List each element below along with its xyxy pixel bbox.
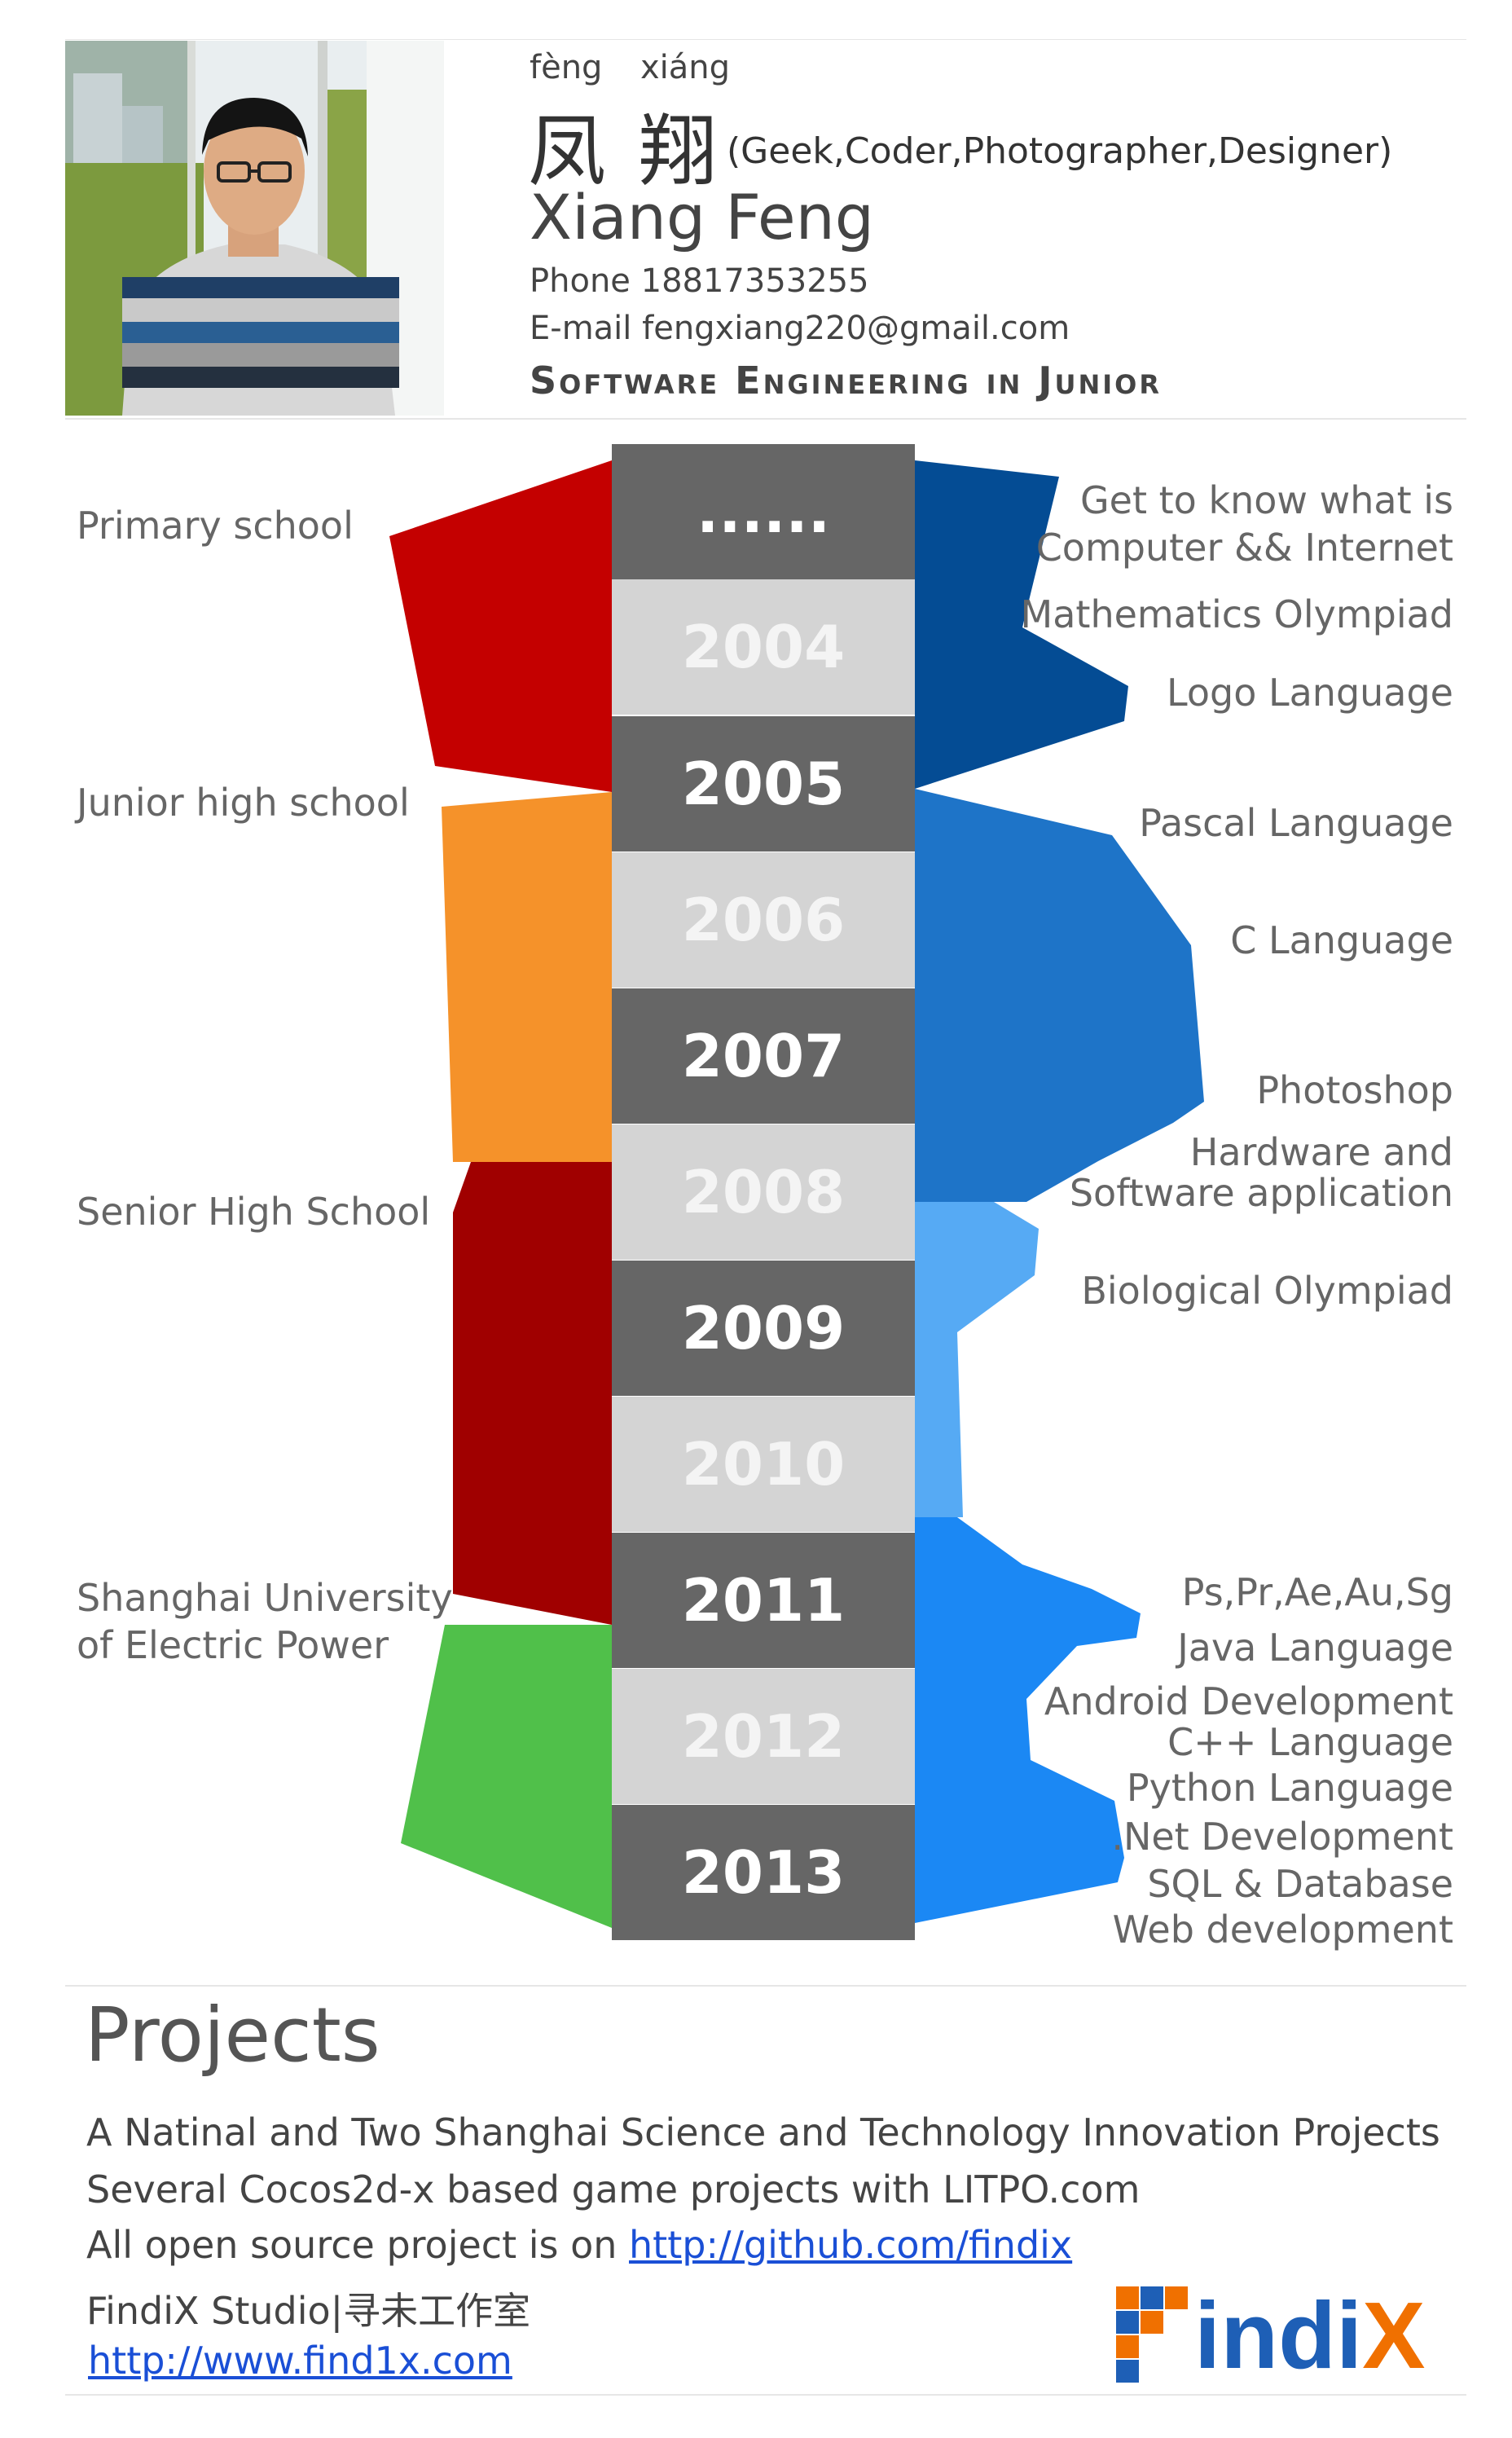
skill-text: C Language (1230, 918, 1453, 962)
stage-label-university-2: of Electric Power (77, 1623, 389, 1667)
skill-band-2 (915, 1202, 1039, 1517)
stage-label-senior: Senior High School (77, 1190, 431, 1234)
timeline-graphic (389, 460, 1204, 1928)
skill-text: Logo Language (1167, 671, 1453, 715)
project-line-1: A Natinal and Two Shanghai Science and T… (86, 2110, 1440, 2154)
year-cell: 2006 (612, 852, 915, 988)
email-text[interactable]: E-mail fengxiang220@gmail.com (530, 310, 1070, 347)
year-cell: 2012 (612, 1669, 915, 1804)
year-cell: 2011 (612, 1533, 915, 1668)
studio-name: FindiX Studio|寻未工作室 (86, 2289, 531, 2333)
skill-text: Ps,Pr,Ae,Au,Sg (1181, 1570, 1453, 1614)
studio-link[interactable]: http://www.find1x.com (88, 2339, 512, 2383)
project-line-3: All open source project is on http://git… (86, 2223, 1072, 2267)
stage-label-primary: Primary school (77, 504, 354, 548)
english-name: Xiang Feng (530, 181, 875, 253)
year-cell: 2010 (612, 1397, 915, 1532)
skill-text: SQL & Database (1147, 1862, 1453, 1906)
skill-text: .Net Development (1111, 1815, 1453, 1859)
skill-text: Get to know what is (1080, 478, 1453, 522)
stage-band-university (401, 1625, 612, 1928)
roles-text: (Geek,Coder,Photographer,Designer) (727, 130, 1393, 172)
skill-band-1 (915, 789, 1204, 1202)
skill-text: Software application (1069, 1171, 1453, 1215)
skill-text: Mathematics Olympiad (1020, 592, 1453, 636)
pinyin-feng: fèng (530, 49, 603, 86)
phone-text: Phone 18817353255 (530, 262, 869, 300)
skill-text: Python Language (1126, 1766, 1453, 1810)
projects-title: Projects (85, 1991, 380, 2079)
year-cell: 2004 (612, 579, 915, 715)
year-cell: 2008 (612, 1124, 915, 1260)
year-cell: 2009 (612, 1261, 915, 1396)
findix-logo: indiX (1116, 2280, 1475, 2394)
findix-logo-text: indiX (1194, 2282, 1426, 2388)
skill-text: Biological Olympiad (1081, 1269, 1453, 1313)
skill-text: Computer && Internet (1035, 526, 1453, 570)
major-text: Software Engineering in Junior (530, 359, 1162, 403)
stage-band-primary (389, 460, 612, 792)
stage-band-senior (453, 1162, 612, 1625)
skill-band-3 (915, 1517, 1141, 1923)
year-cell: 2007 (612, 988, 915, 1124)
year-cell: 2005 (612, 716, 915, 852)
pinyin-xiang: xiáng (640, 49, 731, 86)
skill-text: Hardware and (1189, 1130, 1453, 1174)
stage-label-junior: Junior high school (77, 781, 410, 825)
skill-band-0 (915, 460, 1128, 789)
skill-text: Web development (1112, 1908, 1453, 1952)
skill-text: Android Development (1044, 1679, 1453, 1723)
profile-photo (65, 41, 444, 416)
year-cell: 2013 (612, 1805, 915, 1940)
stage-band-junior (442, 792, 612, 1162)
skill-text: Pascal Language (1139, 801, 1453, 845)
profile-header (65, 39, 1466, 420)
skill-text: Java Language (1177, 1626, 1453, 1670)
projects-section (65, 1985, 1466, 2396)
skill-text: C++ Language (1167, 1720, 1453, 1764)
project-line-2: Several Cocos2d-x based game projects wi… (86, 2167, 1141, 2211)
chinese-name: 凤翔 (528, 106, 749, 197)
project-line-3-prefix: All open source project is on (86, 2223, 630, 2267)
year-cell: ...... (612, 444, 915, 579)
github-link[interactable]: http://github.com/findix (629, 2223, 1073, 2267)
stage-label-university-1: Shanghai University (77, 1576, 453, 1620)
skill-text: Photoshop (1256, 1068, 1453, 1112)
